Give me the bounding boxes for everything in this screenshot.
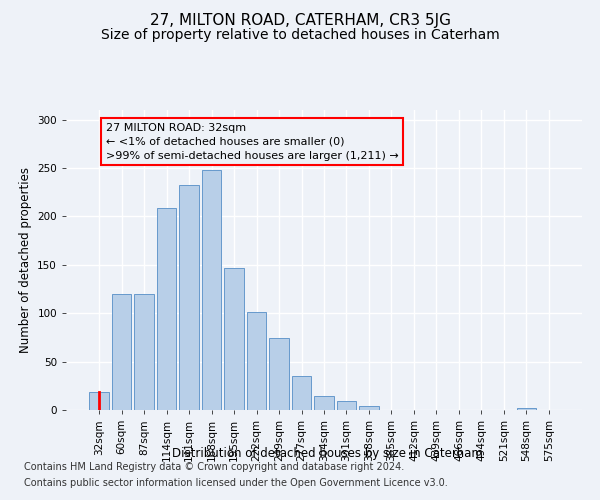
Bar (247, 312, 266, 410)
Text: 27 MILTON ROAD: 32sqm
← <1% of detached houses are smaller (0)
>99% of semi-deta: 27 MILTON ROAD: 32sqm ← <1% of detached … (106, 122, 398, 160)
Bar (112, 294, 131, 410)
Bar (517, 408, 536, 410)
Text: Contains HM Land Registry data © Crown copyright and database right 2024.: Contains HM Land Registry data © Crown c… (24, 462, 404, 472)
Bar (157, 208, 176, 410)
Y-axis label: Number of detached properties: Number of detached properties (19, 167, 32, 353)
Text: 27, MILTON ROAD, CATERHAM, CR3 5JG: 27, MILTON ROAD, CATERHAM, CR3 5JG (149, 12, 451, 28)
Text: Contains public sector information licensed under the Open Government Licence v3: Contains public sector information licen… (24, 478, 448, 488)
Bar (224, 268, 244, 410)
Bar (179, 186, 199, 410)
Bar (292, 376, 311, 410)
Bar (269, 338, 289, 410)
Bar (359, 406, 379, 410)
Bar (89, 392, 109, 410)
Text: Size of property relative to detached houses in Caterham: Size of property relative to detached ho… (101, 28, 499, 42)
Bar (202, 170, 221, 410)
Bar (134, 294, 154, 410)
Text: Distribution of detached houses by size in Caterham: Distribution of detached houses by size … (172, 448, 482, 460)
Bar (337, 402, 356, 410)
Bar (314, 396, 334, 410)
